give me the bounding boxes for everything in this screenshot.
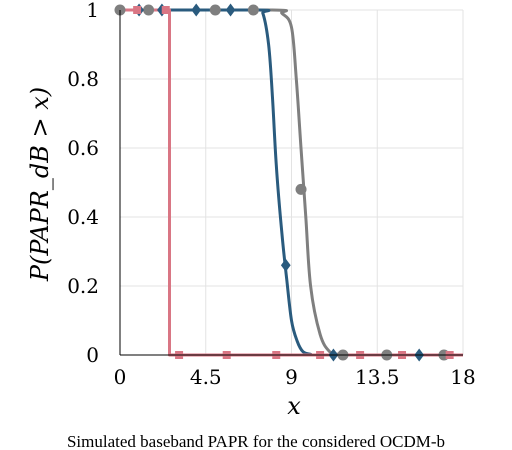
x-tick-label: 9 [285,365,298,389]
axes [119,10,463,356]
square-marker [133,6,142,14]
square-marker [161,6,170,14]
x-axis-label: x [287,392,301,420]
y-tick-label: 0.2 [67,274,99,298]
y-tick-label: 1 [86,0,99,22]
y-tick-label: 0.8 [67,67,99,91]
circle-marker [209,4,221,16]
circle-marker [143,4,155,16]
figure-caption: Simulated baseband PAPR for the consider… [66,432,446,450]
x-tick-label: 4.5 [190,365,222,389]
circle-marker [247,4,259,16]
x-tick-label: 13.5 [355,365,400,389]
tick-labels: 0 4.5 9 13.5 18 0 0.2 0.4 0.6 0.8 1 [67,0,476,389]
series-markers [114,3,454,362]
x-tick-label: 18 [450,365,475,389]
x-tick-label: 0 [114,365,127,389]
y-tick-label: 0 [86,343,99,367]
y-tick-label: 0.6 [67,136,99,160]
diamond-marker [191,3,202,17]
diamond-marker [280,258,291,272]
y-tick-label: 0.4 [67,205,99,229]
grid-lines [119,9,464,356]
diamond-marker [225,3,236,17]
y-axis-label: P(PAPR_dB > x) [26,87,54,282]
circle-marker [295,183,307,195]
